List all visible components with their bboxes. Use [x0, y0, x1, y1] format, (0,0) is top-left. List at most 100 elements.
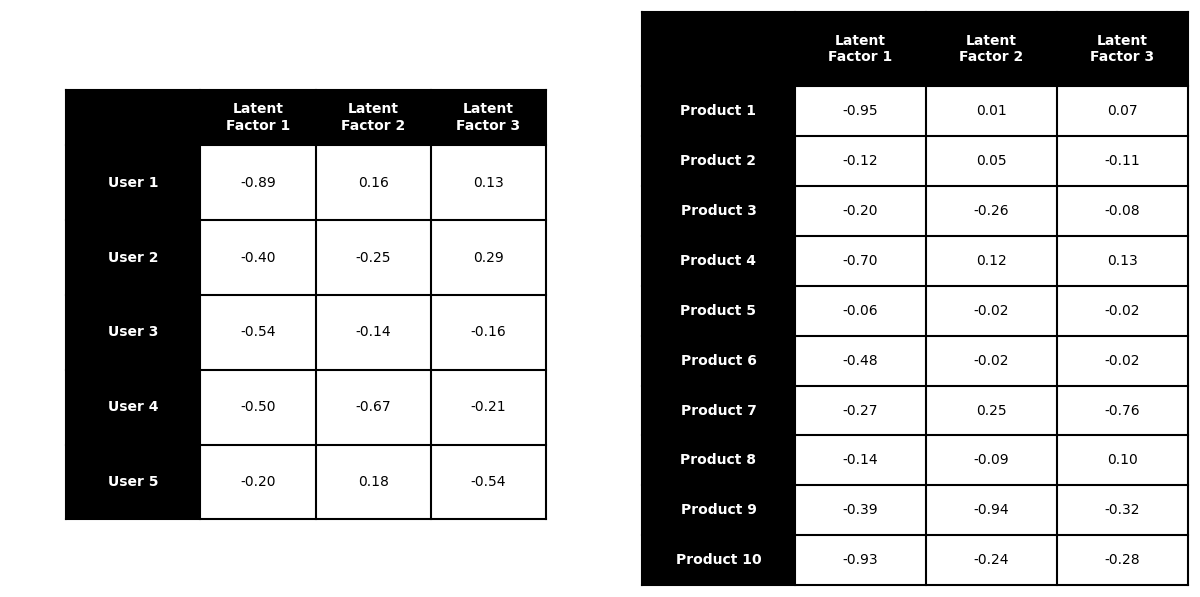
Text: -0.14: -0.14 [355, 325, 391, 340]
Bar [926, 336, 1057, 386]
Text: -0.02: -0.02 [973, 353, 1009, 368]
Bar [1057, 535, 1188, 585]
Text: -0.25: -0.25 [355, 251, 391, 264]
Text: 0.10: 0.10 [1108, 453, 1138, 467]
Bar [926, 386, 1057, 435]
Bar [642, 12, 794, 87]
Text: Latent
Factor 1: Latent Factor 1 [828, 34, 893, 64]
Bar [794, 87, 926, 136]
Bar [200, 220, 316, 295]
Bar [794, 286, 926, 336]
Text: Latent
Factor 3: Latent Factor 3 [456, 103, 521, 133]
Text: Latent
Factor 1: Latent Factor 1 [226, 103, 290, 133]
Bar [794, 186, 926, 236]
Text: Product 7: Product 7 [680, 404, 756, 417]
Bar [316, 220, 431, 295]
Text: 0.13: 0.13 [1108, 254, 1138, 268]
Bar [926, 236, 1057, 286]
Bar [794, 336, 926, 386]
Text: Latent
Factor 3: Latent Factor 3 [1091, 34, 1154, 64]
Text: Product 9: Product 9 [680, 503, 756, 517]
Bar [1057, 485, 1188, 535]
Text: -0.14: -0.14 [842, 453, 878, 467]
Bar [200, 370, 316, 445]
Text: -0.89: -0.89 [240, 176, 276, 190]
Bar [431, 220, 546, 295]
Bar [1057, 186, 1188, 236]
Bar [66, 146, 200, 220]
Text: Product 1: Product 1 [680, 104, 756, 118]
Bar [316, 90, 431, 146]
Bar [431, 370, 546, 445]
Bar [1057, 136, 1188, 186]
Bar [316, 295, 431, 370]
Text: -0.16: -0.16 [470, 325, 506, 340]
Bar [642, 485, 794, 535]
Text: -0.02: -0.02 [1105, 353, 1140, 368]
Bar [200, 445, 316, 519]
Bar [66, 370, 200, 445]
Bar [431, 445, 546, 519]
Text: -0.20: -0.20 [842, 204, 878, 218]
Bar [642, 386, 794, 435]
Text: -0.09: -0.09 [973, 453, 1009, 467]
Text: -0.02: -0.02 [973, 304, 1009, 318]
Bar [926, 535, 1057, 585]
Text: User 2: User 2 [108, 251, 158, 264]
Bar [642, 336, 794, 386]
Text: -0.21: -0.21 [470, 400, 506, 414]
Bar [794, 435, 926, 485]
Bar [926, 12, 1057, 87]
Text: -0.02: -0.02 [1105, 304, 1140, 318]
Bar [431, 90, 546, 146]
Bar [642, 286, 794, 336]
Text: 0.12: 0.12 [976, 254, 1007, 268]
Bar [794, 236, 926, 286]
Bar [66, 220, 200, 295]
Bar [642, 236, 794, 286]
Text: -0.48: -0.48 [842, 353, 878, 368]
Bar [431, 295, 546, 370]
Bar [642, 535, 794, 585]
Bar [926, 136, 1057, 186]
Bar [926, 485, 1057, 535]
Bar [1057, 336, 1188, 386]
Text: -0.08: -0.08 [1105, 204, 1140, 218]
Text: Latent
Factor 2: Latent Factor 2 [341, 103, 406, 133]
Bar [926, 286, 1057, 336]
Text: -0.12: -0.12 [842, 154, 878, 168]
Text: -0.24: -0.24 [973, 553, 1009, 567]
Bar [200, 90, 316, 146]
Bar [926, 186, 1057, 236]
Text: Product 8: Product 8 [680, 453, 756, 467]
Text: 0.13: 0.13 [473, 176, 504, 190]
Text: -0.11: -0.11 [1105, 154, 1140, 168]
Bar [200, 295, 316, 370]
Text: 0.16: 0.16 [358, 176, 389, 190]
Bar [66, 445, 200, 519]
Bar [1057, 286, 1188, 336]
Text: Product 2: Product 2 [680, 154, 756, 168]
Text: 0.18: 0.18 [358, 475, 389, 489]
Text: -0.06: -0.06 [842, 304, 878, 318]
Bar [642, 87, 794, 136]
Bar [1057, 87, 1188, 136]
Text: Product 10: Product 10 [676, 553, 761, 567]
Text: 0.05: 0.05 [976, 154, 1007, 168]
Text: -0.67: -0.67 [355, 400, 391, 414]
Text: -0.50: -0.50 [240, 400, 276, 414]
Text: Product 3: Product 3 [680, 204, 756, 218]
Text: 0.25: 0.25 [976, 404, 1007, 417]
Bar [1057, 12, 1188, 87]
Text: Product 6: Product 6 [680, 353, 756, 368]
Text: Latent
Factor 2: Latent Factor 2 [959, 34, 1024, 64]
Text: -0.40: -0.40 [240, 251, 276, 264]
Bar [1057, 386, 1188, 435]
Bar [642, 435, 794, 485]
Text: -0.39: -0.39 [842, 503, 878, 517]
Text: User 5: User 5 [108, 475, 158, 489]
Bar [66, 90, 200, 146]
Bar [794, 485, 926, 535]
Bar [66, 295, 200, 370]
Text: 0.29: 0.29 [473, 251, 504, 264]
